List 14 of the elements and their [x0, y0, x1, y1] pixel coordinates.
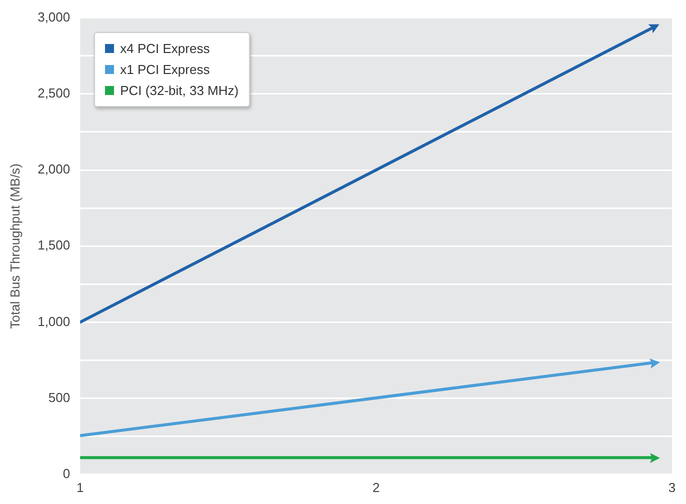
y-axis-title: Total Bus Throughput (MB/s): [7, 163, 22, 329]
y-tick-label: 500: [48, 390, 70, 405]
legend-label: x1 PCI Express: [120, 62, 210, 77]
x-tick-label: 1: [76, 480, 84, 495]
y-tick-label: 0: [62, 466, 70, 481]
x-tick-label: 3: [668, 480, 676, 495]
legend-label: PCI (32-bit, 33 MHz): [120, 82, 239, 98]
legend-label: x4 PCI Express: [120, 40, 210, 56]
y-tick-label: 2,500: [38, 85, 70, 100]
x-tick-label: 2: [372, 480, 380, 495]
y-tick-label: 1,000: [38, 314, 70, 329]
y-tick-label: 3,000: [38, 9, 70, 24]
y-tick-label: 2,000: [38, 162, 70, 177]
y-tick-label: 1,500: [38, 238, 70, 253]
